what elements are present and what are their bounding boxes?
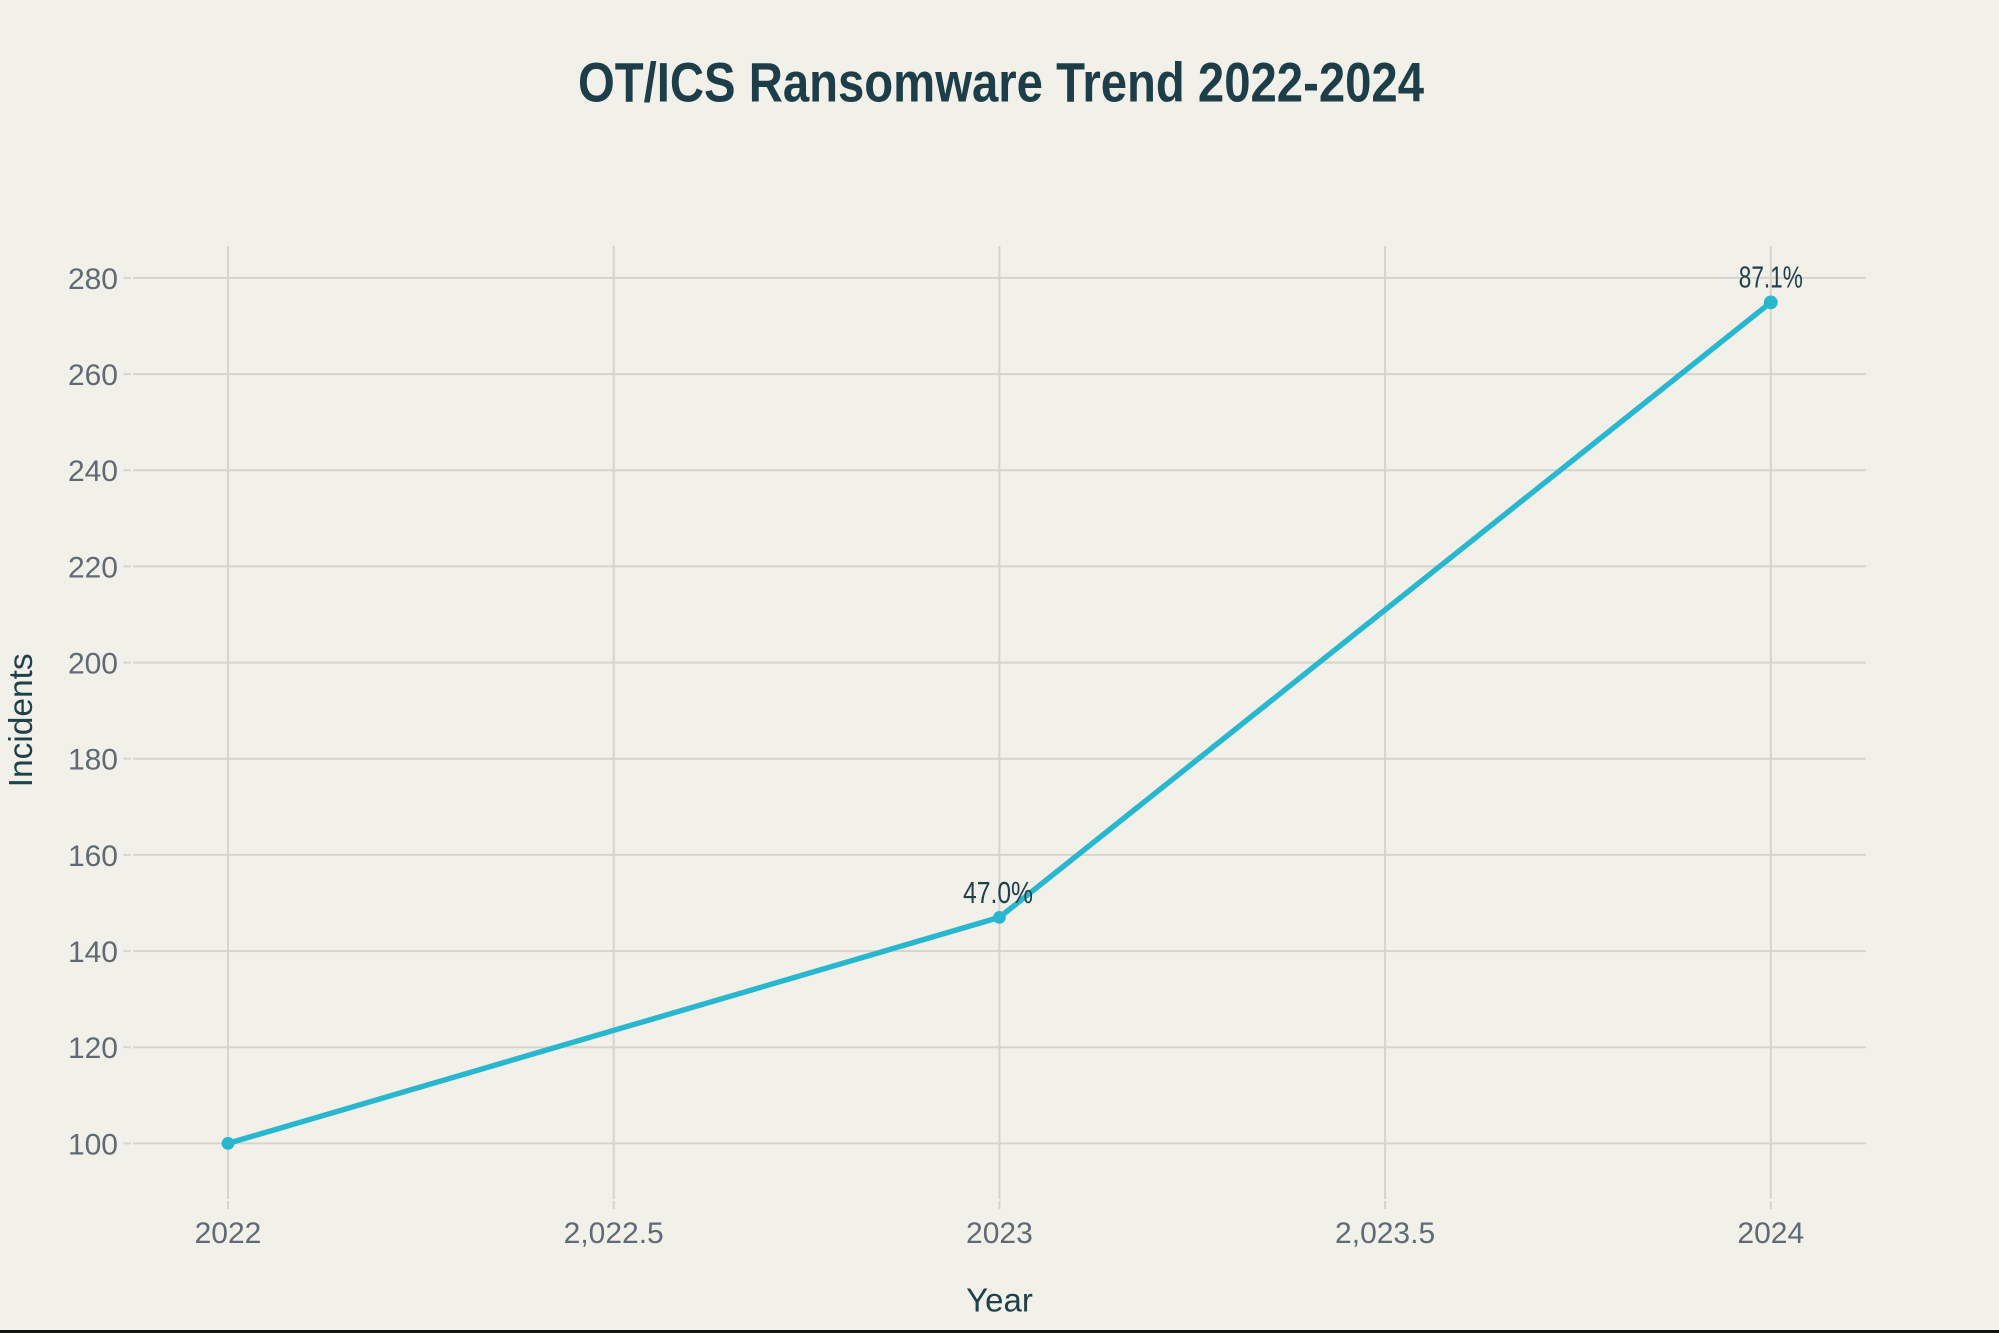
svg-text:200: 200 [68, 648, 118, 681]
svg-text:2024: 2024 [1737, 1217, 1804, 1250]
svg-text:240: 240 [68, 455, 118, 488]
svg-text:2022: 2022 [195, 1217, 262, 1250]
svg-text:Year: Year [966, 1281, 1033, 1318]
svg-text:140: 140 [68, 936, 118, 969]
svg-text:120: 120 [68, 1032, 118, 1065]
svg-text:280: 280 [68, 263, 118, 296]
svg-text:OT/ICS Ransomware Trend 2022-2: OT/ICS Ransomware Trend 2022-2024 [578, 51, 1424, 114]
svg-text:Incidents: Incidents [2, 653, 39, 787]
svg-text:160: 160 [68, 840, 118, 873]
svg-text:87.1%: 87.1% [1739, 260, 1803, 295]
svg-text:220: 220 [68, 551, 118, 584]
svg-text:2,023.5: 2,023.5 [1335, 1217, 1435, 1250]
svg-text:2023: 2023 [966, 1217, 1033, 1250]
svg-text:100: 100 [68, 1128, 118, 1161]
svg-text:260: 260 [68, 359, 118, 392]
svg-text:2,022.5: 2,022.5 [564, 1217, 664, 1250]
svg-text:180: 180 [68, 744, 118, 777]
svg-text:47.0%: 47.0% [963, 875, 1033, 910]
